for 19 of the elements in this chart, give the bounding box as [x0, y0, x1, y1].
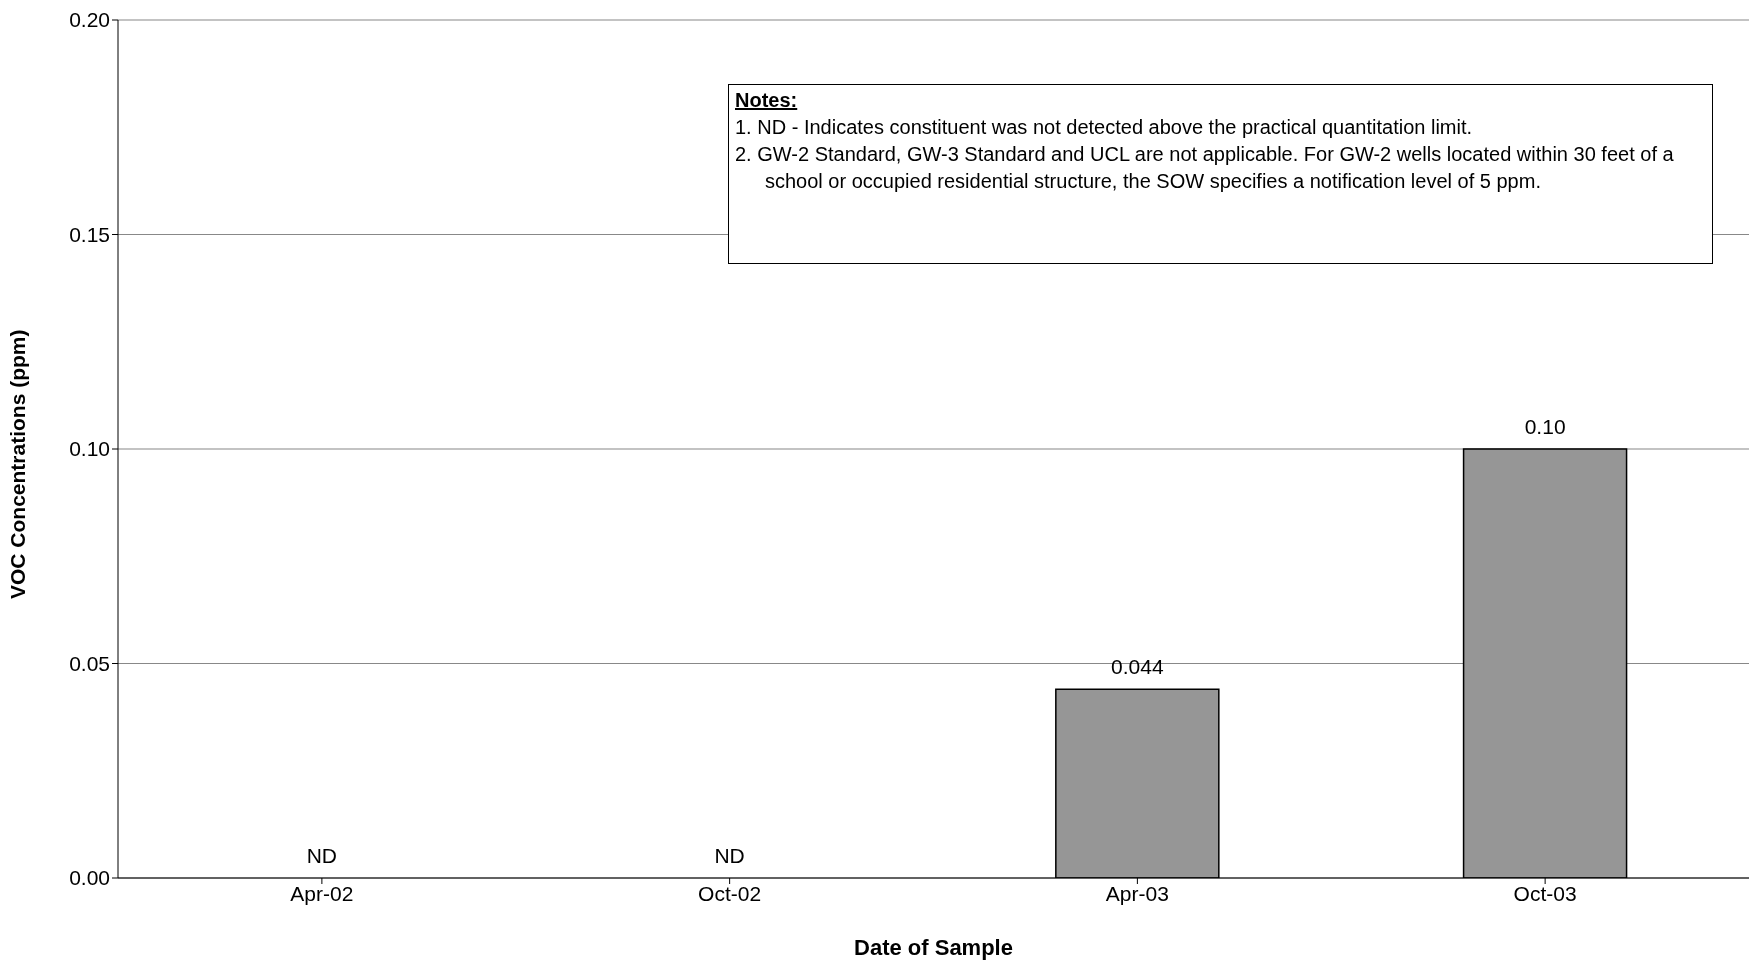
notes-box: Notes: 1. ND - Indicates constituent was not detected above the practical quantitation limit. 2. GW-2 Standard, GW-3 Standard and UCL are not applicable. For GW-2 wells located within 30 feet of a school or occupied residential structure, the SOW specifies a notification level of 5 ppm.	[728, 84, 1713, 264]
data-label: 0.10	[1523, 415, 1567, 439]
y-tick-label: 0.10	[69, 437, 110, 461]
x-tick-label: Apr-02	[290, 881, 354, 905]
x-tick-label: Oct-03	[1513, 881, 1577, 905]
annotation: 2. GW-2 Standard, GW-3 Standard and UCL are not applicable. For GW-2 wells located within 30 feet of a school or occupied residential structure, the SOW specifies a notification level of 5 ppm.	[735, 142, 1675, 194]
y-tick-label: 0.00	[69, 866, 110, 890]
data-label: 0.044	[1110, 655, 1165, 680]
y-tick-label: 0.15	[69, 222, 110, 246]
y-axis-title: VOC Concentrations (ppm)	[6, 329, 30, 599]
y-tick-label: 0.20	[69, 8, 110, 32]
text: ND	[306, 844, 338, 867]
annotation: Notes:	[735, 88, 799, 113]
x-tick-label: Oct-02	[698, 881, 762, 905]
x-tick-label: Apr-03	[1105, 881, 1169, 905]
text: ND	[714, 844, 745, 867]
annotation: 1. ND - Indicates constituent was not detected above the practical quantitation limit.	[735, 115, 1474, 140]
x-axis-title: Date of Sample	[854, 935, 1013, 960]
y-tick-label: 0.05	[69, 651, 110, 675]
